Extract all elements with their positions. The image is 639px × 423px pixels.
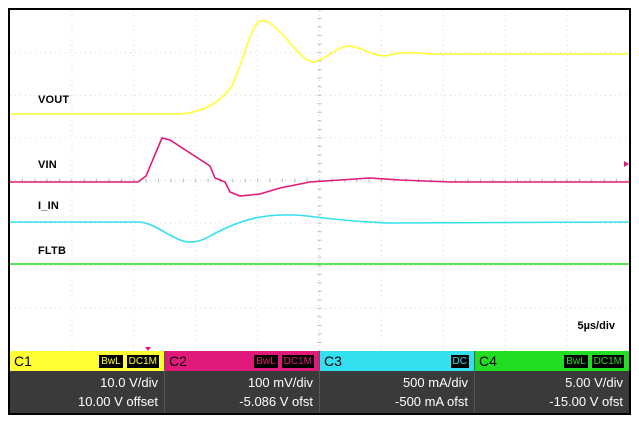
- channel-4-scale: 5.00 V/div: [565, 375, 623, 390]
- channel-4-offset: -15.00 V ofst: [549, 394, 623, 409]
- waveform-area: VOUT VIN I_IN FLTB 5µs/div: [10, 10, 629, 351]
- coupling-badge: DC: [449, 353, 470, 369]
- coupling-badge: DC1M: [590, 353, 625, 369]
- coupling-badge: DC1M: [280, 353, 315, 369]
- channel-2-descriptor[interactable]: C2 BwL DC1M 100 mV/div -5.086 V ofst: [165, 351, 320, 413]
- vin-trace: [10, 137, 629, 197]
- vout-trace: [10, 19, 629, 115]
- graticule-grid: [10, 10, 629, 351]
- iin-label: I_IN: [38, 200, 59, 212]
- channel-info-panel: C1 BwL DC1M 10.0 V/div 10.00 V offset C2…: [10, 351, 629, 413]
- channel-2-scale: 100 mV/div: [247, 375, 313, 390]
- timebase-label: 5µs/div: [577, 320, 615, 332]
- coupling-badge: DC1M: [125, 353, 160, 369]
- channel-1-name: C1: [14, 353, 32, 369]
- channel-4-name: C4: [479, 353, 497, 369]
- channel-3-offset: -500 mA ofst: [395, 394, 468, 409]
- trigger-position-marker: [145, 347, 151, 351]
- waveform-plot: [10, 10, 629, 351]
- trigger-level-marker: [624, 161, 629, 167]
- vin-label: VIN: [38, 159, 57, 171]
- channel-3-scale: 500 mA/div: [402, 375, 468, 390]
- channel-1-scale: 10.0 V/div: [100, 375, 158, 390]
- fltb-label: FLTB: [38, 245, 67, 257]
- oscilloscope-display: VOUT VIN I_IN FLTB 5µs/div C1 BwL DC1M 1…: [8, 8, 631, 415]
- channel-1-descriptor[interactable]: C1 BwL DC1M 10.0 V/div 10.00 V offset: [10, 351, 165, 413]
- channel-2-offset: -5.086 V ofst: [239, 394, 313, 409]
- bandwidth-limit-badge: BwL: [98, 353, 124, 369]
- bandwidth-limit-badge: BwL: [253, 353, 279, 369]
- channel-2-name: C2: [169, 353, 187, 369]
- vout-label: VOUT: [38, 94, 70, 106]
- channel-3-descriptor[interactable]: C3 DC 500 mA/div -500 mA ofst: [320, 351, 475, 413]
- channel-3-name: C3: [324, 353, 342, 369]
- bandwidth-limit-badge: BwL: [563, 353, 589, 369]
- channel-4-descriptor[interactable]: C4 BwL DC1M 5.00 V/div -15.00 V ofst: [475, 351, 629, 413]
- channel-1-offset: 10.00 V offset: [78, 394, 158, 409]
- iin-trace: [10, 214, 629, 243]
